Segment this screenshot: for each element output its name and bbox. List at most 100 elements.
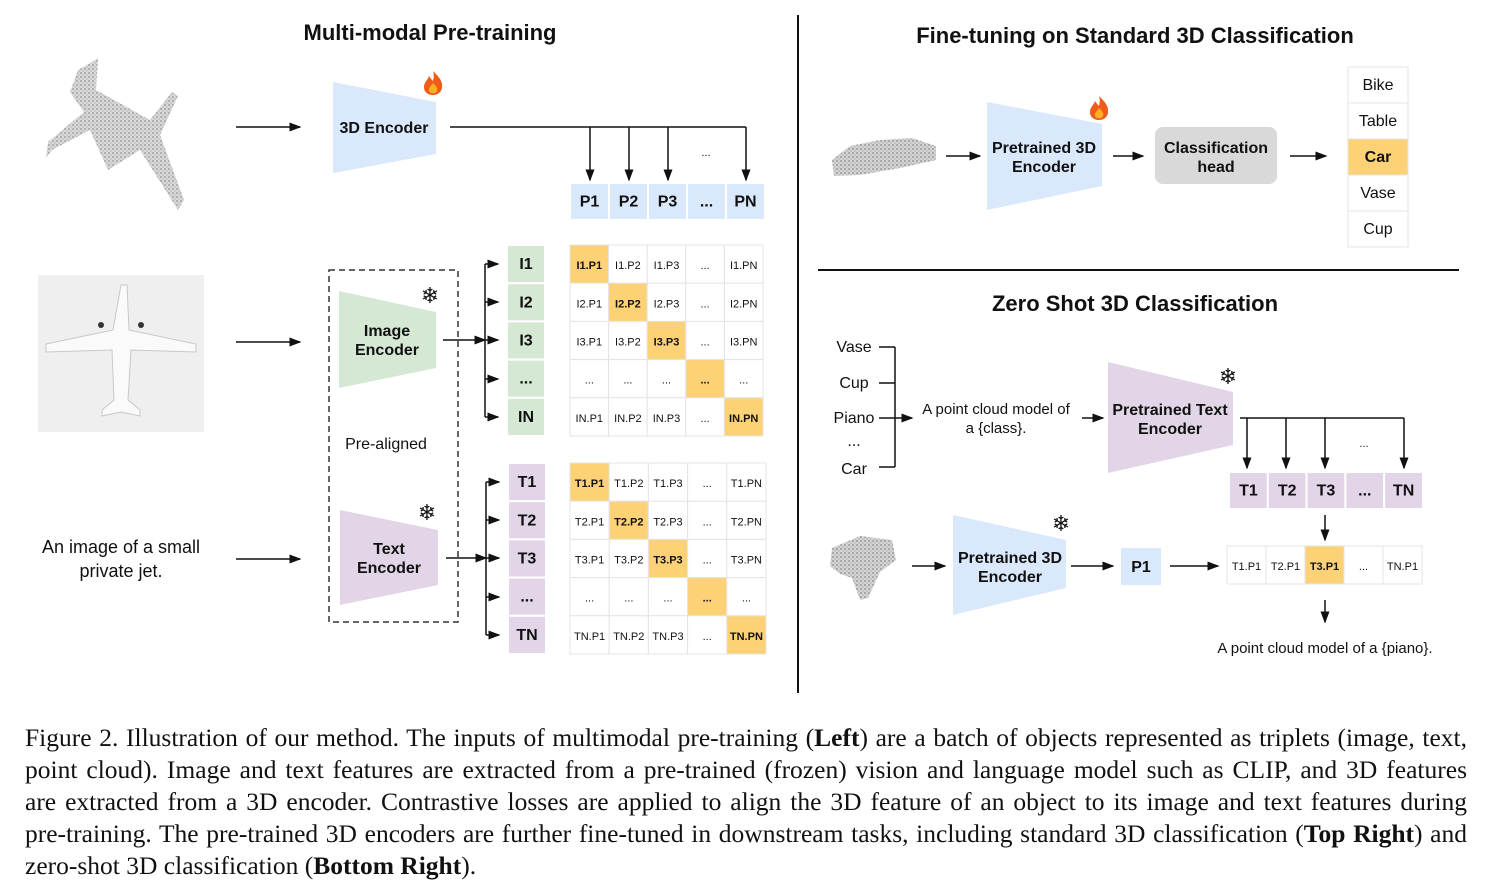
- similarity-cell: I1.P2: [615, 260, 641, 272]
- similarity-cell-box: [1265, 545, 1306, 585]
- image-feature-box: [506, 396, 546, 437]
- piano-point-cloud: [830, 536, 896, 600]
- text-feature: T2: [518, 512, 537, 529]
- similarity-cell-box: [1304, 545, 1345, 585]
- caption-line: point cloud). Image and text features ar…: [25, 754, 1467, 786]
- similarity-cell: ...: [703, 555, 712, 567]
- text-encoder-label: Text: [373, 541, 405, 558]
- method-figure: Multi-modal Pre-training 3D Encoder ... …: [38, 15, 1459, 693]
- point-feature-box: [569, 182, 610, 221]
- text-feature-box: [507, 538, 547, 579]
- caption-text: are extracted from a 3D encoder. Contras…: [25, 787, 1467, 816]
- caption-text: point cloud). Image and text features ar…: [25, 755, 1467, 784]
- similarity-cell-box: [646, 359, 687, 399]
- class-item: Car: [1365, 149, 1392, 166]
- caption-text: ).: [461, 851, 477, 880]
- similarity-cell: I2.P2: [615, 298, 641, 310]
- similarity-cell-box: [608, 615, 649, 655]
- caption-bold: Left: [814, 723, 860, 752]
- text-feature-box: [1383, 471, 1424, 510]
- 3d-feature-branches: [450, 126, 751, 182]
- image-feature: I2: [519, 294, 532, 311]
- similarity-cell: TN.P1: [574, 631, 605, 643]
- pretrained-3d-encoder-label: Encoder: [1012, 159, 1076, 176]
- text-feature: ...: [520, 589, 533, 606]
- similarity-cell: I3.P1: [576, 337, 602, 349]
- class-name: Car: [841, 461, 867, 478]
- similarity-cell-box: [687, 615, 728, 655]
- similarity-cell: I3.PN: [730, 337, 758, 349]
- figure-caption: Figure 2. Illustration of our method. Th…: [25, 722, 1467, 882]
- similarity-cell: T2.P1: [1271, 561, 1300, 573]
- class-name: ...: [847, 433, 860, 450]
- pretrained-text-encoder-shape: [1108, 362, 1233, 473]
- image-feature: ...: [519, 371, 532, 388]
- snowflake-icon: ❄: [421, 283, 439, 308]
- image-feature-column: I1 I2 I3... IN: [506, 244, 546, 437]
- text-feature-row: T1 T2 T3... TN: [1228, 471, 1424, 510]
- similarity-cell: T2.P1: [575, 516, 604, 528]
- similarity-cell: ...: [662, 375, 671, 387]
- fire-icon: [424, 71, 443, 95]
- point-feature-box: [725, 182, 766, 221]
- similarity-cell: T1.P3: [653, 478, 682, 490]
- similarity-cell-box: [647, 538, 689, 579]
- caption-text: ) and: [1414, 819, 1467, 848]
- similarity-cell-box: [1382, 545, 1423, 585]
- text-feature: ...: [1358, 483, 1371, 500]
- text-feature: T1: [518, 474, 537, 491]
- pretrained-3d-encoder-label: Pretrained 3D: [992, 140, 1096, 157]
- similarity-cell: TN.P3: [652, 631, 683, 643]
- similarity-cell-box: [608, 244, 648, 284]
- text-feature-box: [1344, 471, 1386, 510]
- airplane-point-cloud: [46, 58, 184, 210]
- snowflake-icon: ❄: [1052, 511, 1070, 536]
- finetuning-title: Fine-tuning on Standard 3D Classificatio…: [916, 23, 1354, 48]
- caption-text: ) are a batch of objects represented as …: [859, 723, 1467, 752]
- similarity-cell-box: [687, 462, 728, 502]
- similarity-cell: ...: [703, 478, 712, 490]
- similarity-score-row: T1.P1 T2.P1 T3.P1... TN.P1: [1226, 545, 1423, 585]
- similarity-cell-box: [569, 615, 610, 655]
- caption-bold: Bottom Right: [313, 851, 462, 880]
- caption-text: pre-training. The pre-trained 3D encoder…: [25, 819, 1304, 848]
- similarity-cell: I1.P3: [654, 260, 680, 272]
- similarity-cell-box: [608, 538, 649, 579]
- similarity-cell-box: [685, 282, 725, 322]
- feature-branches: [443, 259, 501, 640]
- text-input: An image of a small: [42, 537, 200, 557]
- similarity-cell-box: [723, 244, 764, 284]
- similarity-cell: T2.P3: [653, 516, 682, 528]
- car-point-cloud: [832, 138, 936, 176]
- similarity-cell: T2.P2: [614, 516, 643, 528]
- similarity-cell-box: [687, 538, 728, 579]
- pretrained-3d-encoder-shape: [987, 102, 1102, 210]
- prediction-result: A point cloud model of a {piano}.: [1217, 640, 1432, 657]
- similarity-cell: TN.P1: [1387, 561, 1418, 573]
- text-encoder-label: Encoder: [357, 560, 421, 577]
- text-feature: T1: [1239, 483, 1258, 500]
- similarity-cell: T1.P1: [1232, 561, 1261, 573]
- caption-text: zero-shot 3D classification (: [25, 851, 314, 880]
- point-feature: P1: [580, 194, 600, 211]
- similarity-cell: T1.PN: [731, 478, 762, 490]
- classification-head-label: head: [1197, 159, 1234, 176]
- similarity-cell: ...: [701, 375, 710, 387]
- pretrained-3d-encoder-shape: [953, 515, 1066, 615]
- classification-head-label: Classification: [1164, 140, 1268, 157]
- point-feature-box: [1121, 548, 1161, 585]
- image-feature-box: [506, 282, 546, 323]
- similarity-cell: ...: [663, 593, 672, 605]
- similarity-cell-box: [646, 320, 687, 361]
- caption-line: pre-training. The pre-trained 3D encoder…: [25, 818, 1467, 850]
- image-3d-similarity-matrix: I1.P1 I1.P2 I1.P3... I1.PN I2.P1 I2.P2 I2.P3..…: [569, 244, 764, 437]
- pre-aligned-box: [328, 269, 459, 623]
- similarity-cell-box: [685, 397, 725, 437]
- prompt-template: a {class}.: [966, 420, 1027, 437]
- point-feature: ...: [700, 194, 713, 211]
- caption-line: are extracted from a 3D encoder. Contras…: [25, 786, 1467, 818]
- similarity-cell: IN.PN: [729, 413, 758, 425]
- text-encoder-shape: [340, 510, 438, 605]
- ellipsis: ...: [1359, 438, 1368, 450]
- similarity-cell: ...: [701, 298, 710, 310]
